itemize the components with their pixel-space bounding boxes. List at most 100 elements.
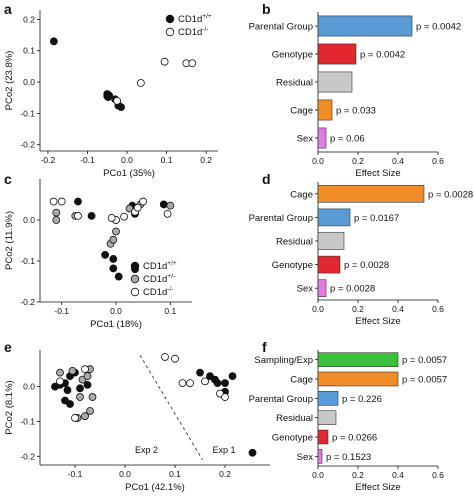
p-value-label: p = 0.0057 <box>402 355 447 366</box>
bar <box>317 449 323 464</box>
scatter-point-series-1 <box>113 96 122 105</box>
scatter-point-series-1 <box>68 367 77 375</box>
scatter-point-series-0 <box>228 372 237 381</box>
scatter-point-series-2 <box>201 377 209 386</box>
category-label: Residual <box>276 237 313 248</box>
category-label: Parental Group <box>249 394 313 405</box>
category-label: Genotype <box>272 433 313 444</box>
panel-a: a -0.2 -0.1 0.0 0.1 0.2 -0.2 -0.1 0.0 0.1 0.2 PCo1 … <box>4 1 218 179</box>
scatter-point-series-1 <box>81 412 89 421</box>
legend-label-text: CD1d <box>143 261 167 272</box>
scatter-point-series-2 <box>71 414 79 422</box>
scatter-point-series-1 <box>83 372 92 381</box>
panel-d: d Cage p = 0.0028 Parental Group p = 0.0167 R… <box>249 171 474 327</box>
panel-b: b Parental Group p = 0.0042 Genotype p = 0.0… <box>249 1 462 179</box>
scatter-point-series-1 <box>188 59 197 68</box>
legend-label-superscript: -/- <box>167 286 173 293</box>
panel-label: f <box>262 339 267 355</box>
scatter-point-series-2 <box>139 197 148 206</box>
x-tick-label: 0.0 <box>121 155 133 165</box>
scatter-point-series-1 <box>136 79 145 87</box>
x-tick-label: 0.2 <box>352 304 364 314</box>
legend-marker <box>165 27 175 37</box>
category-label: Residual <box>276 413 313 424</box>
x-tick-label: 0.1 <box>164 306 176 316</box>
scatter-point-series-2 <box>81 365 89 374</box>
p-value-label: p = 0.0042 <box>360 50 405 61</box>
p-value-label: p = 0.1523 <box>326 452 371 463</box>
bar <box>317 371 399 387</box>
category-label: Cage <box>290 375 313 386</box>
category-label: Parental Group <box>249 22 313 33</box>
p-value-label: p = 0.0057 <box>402 375 447 386</box>
y-axis-label: PCo2 (23.8%) <box>4 51 15 111</box>
legend-label-text: CD1d <box>143 287 167 298</box>
panel-e: e -0.1 0.0 0.1 0.2 -0.2 -0.1 0.0 PCo1 (42.1%) PCo… <box>4 339 270 493</box>
y-tick-label: -0.2 <box>20 140 35 150</box>
scatter-point-series-0 <box>76 384 84 393</box>
x-tick-label: 0.2 <box>200 155 212 165</box>
p-value-label: p = 0.226 <box>342 394 382 405</box>
panel-label: c <box>4 171 12 187</box>
category-label: Residual <box>276 78 313 89</box>
legend-marker <box>130 274 140 284</box>
scatter-point-series-0 <box>213 379 222 388</box>
bar <box>317 15 413 37</box>
bar <box>317 43 357 65</box>
x-axis-label: Effect Size <box>355 316 400 327</box>
scatter-point-series-0 <box>101 250 110 259</box>
bar <box>317 185 425 203</box>
scatter-point-series-2 <box>221 393 229 401</box>
legend-label-text: CD1d <box>178 14 202 25</box>
x-tick-label: 0.2 <box>219 469 231 479</box>
scatter-point-series-2 <box>133 203 142 212</box>
y-tick-label: 0.0 <box>23 77 35 87</box>
scatter-point-series-0 <box>159 200 168 209</box>
scatter-point-series-1 <box>52 216 61 224</box>
scatter-point-series-0 <box>66 400 74 408</box>
y-tick-label: -0.2 <box>20 451 35 461</box>
legend-marker <box>165 14 175 24</box>
scatter-point-series-1 <box>52 208 61 217</box>
scatter-point-series-2 <box>57 197 66 206</box>
p-value-label: p = 0.0266 <box>332 433 377 444</box>
x-tick-label: 0.2 <box>352 470 364 480</box>
x-axis-label: Effect Size <box>355 168 400 179</box>
panel-c: c -0.1 0.0 0.1 -0.2 -0.1 0.0 PCo1 (18%) PCo2 (11… <box>4 171 192 330</box>
scatter-point-series-0 <box>221 379 229 388</box>
scatter-point-series-2 <box>107 214 116 222</box>
legend-label: CD1d+/+ <box>178 13 212 25</box>
y-tick-label: 0.0 <box>23 382 35 392</box>
y-axis-label: PCo2 (8.1%) <box>4 380 15 434</box>
x-tick-label: 0.6 <box>432 470 444 480</box>
scatter-point-series-1 <box>109 235 118 244</box>
x-tick-label: 0.0 <box>312 304 324 314</box>
scatter-point-series-1 <box>56 368 64 377</box>
y-tick-label: 0.0 <box>23 215 35 225</box>
scatter-point-series-0 <box>109 255 118 263</box>
category-label: Sex <box>297 452 314 463</box>
legend-label-superscript: -/- <box>202 26 208 33</box>
x-tick-label: 0.1 <box>161 155 173 165</box>
panel-label: e <box>4 339 12 355</box>
scatter-point-series-1 <box>86 407 94 415</box>
bar <box>317 208 351 227</box>
legend-label: CD1d-/- <box>143 286 173 298</box>
scatter-point-series-2 <box>56 377 64 386</box>
y-tick-label: -0.1 <box>20 108 35 118</box>
y-tick-label: -0.1 <box>20 256 35 266</box>
bar <box>317 99 333 121</box>
y-tick-label: 0.2 <box>23 14 35 24</box>
legend-label-text: CD1d <box>178 27 202 38</box>
scatter-point-series-2 <box>74 211 82 220</box>
panel-label: b <box>262 1 271 17</box>
scatter-point-series-0 <box>87 211 96 220</box>
x-axis-label: PCo1 (42.1%) <box>125 482 185 493</box>
bar <box>317 352 399 367</box>
p-value-label: p = 0.0028 <box>330 284 375 295</box>
scatter-point-series-0 <box>248 448 257 457</box>
y-tick-label: 0.1 <box>23 46 35 56</box>
scatter-point-series-2 <box>120 212 129 221</box>
